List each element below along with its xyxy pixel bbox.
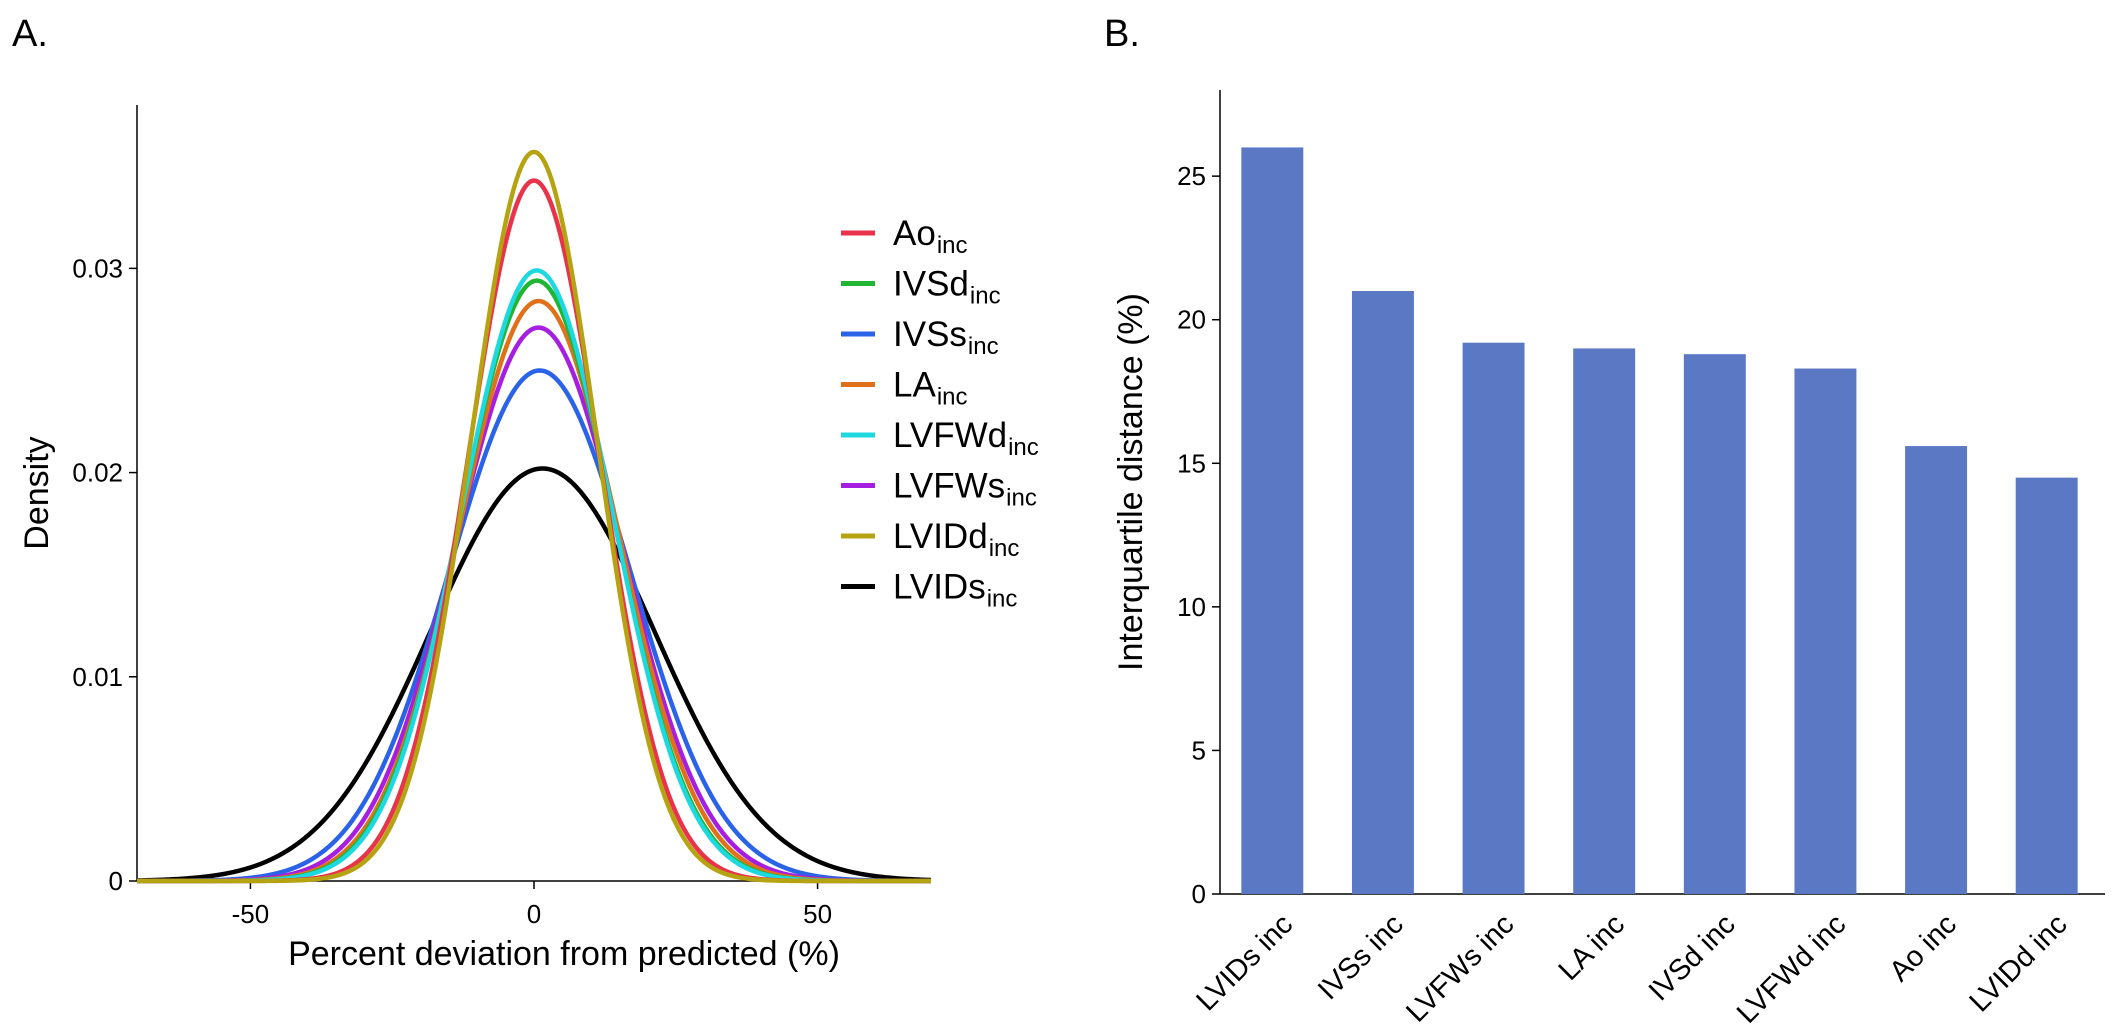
- legend-subscript: inc: [968, 333, 999, 360]
- density-x-tick-label: 50: [803, 899, 832, 929]
- density-curve-lvfws: [136, 325, 932, 884]
- bar-label-ivss-inc: IVSs inc: [1312, 908, 1410, 1006]
- iqr-bars: [1241, 147, 2078, 894]
- iqr-chart-axes: 0 5 10 15 20 25: [1177, 90, 2105, 909]
- legend-subscript: inc: [987, 586, 1018, 613]
- bar-label-lvids-inc: LVIDs inc: [1190, 908, 1299, 1017]
- bar-label-ivsd-inc: IVSd inc: [1643, 908, 1742, 1007]
- bar-ao-inc: [1905, 446, 1968, 894]
- density-x-axis-title: Percent deviation from predicted (%): [288, 935, 840, 973]
- iqr-y-tick-label: 15: [1177, 448, 1206, 478]
- legend-label-ivss: IVSsinc: [893, 315, 999, 360]
- legend-subscript: inc: [989, 535, 1020, 562]
- density-y-tick-label: 0.02: [72, 458, 123, 488]
- bar-ivsd-inc: [1683, 354, 1746, 894]
- density-curve-ao: [136, 178, 932, 884]
- legend-label-lvids: LVIDsinc: [893, 568, 1017, 613]
- panel-b-label: B.: [1104, 13, 1140, 55]
- iqr-y-tick-label: 25: [1177, 161, 1206, 191]
- density-x-tick-label: -50: [232, 899, 270, 929]
- panel-a-label: A.: [12, 13, 48, 55]
- density-curve-lvids: [136, 466, 932, 883]
- legend-label-ivsd: IVSdinc: [893, 265, 1001, 310]
- bar-lvfws-inc: [1462, 342, 1525, 894]
- density-legend: Aoinc IVSdinc IVSsinc LAinc LVFWdinc LVFWsinc…: [841, 214, 1039, 613]
- legend-subscript: inc: [970, 283, 1001, 310]
- legend-label-lvidd: LVIDdinc: [893, 517, 1019, 562]
- bar-label-lvfws-inc: LVFWs inc: [1400, 908, 1520, 1023]
- density-curve-lvfwd: [136, 268, 932, 884]
- legend-subscript: inc: [1008, 434, 1039, 461]
- density-curve-ivss: [136, 368, 932, 884]
- bar-lvids-inc: [1241, 147, 1304, 894]
- density-y-tick-label: 0.03: [72, 253, 123, 283]
- bar-ivss-inc: [1351, 291, 1414, 894]
- density-y-axis-title: Density: [18, 436, 56, 549]
- bar-la-inc: [1573, 348, 1636, 894]
- density-chart: 0 0.01 0.02 0.03 -50 0 50 Aoinc IVSdinc IVSsinc L…: [18, 105, 1039, 973]
- iqr-y-tick-label: 5: [1192, 735, 1206, 765]
- density-chart-axes: 0 0.01 0.02 0.03 -50 0 50: [72, 105, 931, 929]
- density-curves: [136, 149, 932, 884]
- bar-label-la-inc: LA inc: [1553, 908, 1631, 986]
- iqr-y-tick-label: 20: [1177, 305, 1206, 335]
- legend-subscript: inc: [937, 384, 968, 411]
- iqr-y-tick-label: 10: [1177, 592, 1206, 622]
- legend-label-lvfwd: LVFWdinc: [893, 416, 1039, 461]
- bar-label-lvfwd-inc: LVFWd inc: [1731, 908, 1852, 1023]
- density-curve-lvidd: [136, 149, 932, 884]
- bar-lvfwd-inc: [1794, 368, 1857, 894]
- bar-label-lvidd-inc: LVIDd inc: [1964, 908, 2074, 1018]
- bar-label-ao-inc: Ao inc: [1883, 908, 1963, 988]
- density-y-tick-label: 0.01: [72, 662, 123, 692]
- density-curve-la: [136, 298, 932, 884]
- density-y-tick-label: 0: [109, 866, 123, 896]
- legend-label-ao: Aoinc: [893, 214, 968, 259]
- bar-lvidd-inc: [2015, 477, 2078, 894]
- iqr-y-axis-title: Interquartile distance (%): [1112, 293, 1150, 671]
- legend-subscript: inc: [937, 232, 968, 259]
- legend-label-lvfws: LVFWsinc: [893, 467, 1037, 512]
- iqr-y-tick-label: 0: [1192, 879, 1206, 909]
- legend-label-la: LAinc: [893, 366, 968, 411]
- legend-subscript: inc: [1006, 485, 1037, 512]
- density-x-tick-label: 0: [527, 899, 541, 929]
